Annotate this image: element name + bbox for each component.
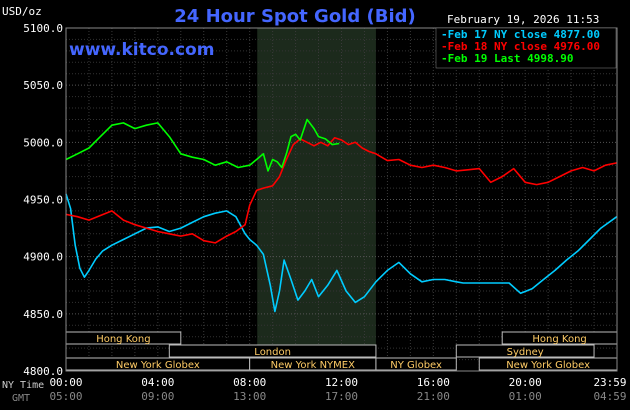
x-tick-label-ny: 23:59 xyxy=(593,376,626,389)
x-tick-label-ny: 12:00 xyxy=(325,376,358,389)
x-tick-label-ny: 20:00 xyxy=(509,376,542,389)
x-tick-label-gmt: 05:00 xyxy=(49,390,82,403)
session-label: New York Globex xyxy=(506,360,590,371)
series-line-feb-19 xyxy=(65,118,340,172)
y-tick-label: 4800.0 xyxy=(23,365,63,378)
series-line-feb-18 xyxy=(65,137,617,244)
y-tick-label: 5050.0 xyxy=(23,79,63,92)
legend-entry: -Feb 19 Last 4998.90 xyxy=(441,52,573,65)
x-tick-label-ny: 08:00 xyxy=(233,376,266,389)
x-tick-label-ny: 00:00 xyxy=(49,376,82,389)
source-watermark: www.kitco.com xyxy=(69,40,214,60)
chart-timestamp: February 19, 2026 11:53 xyxy=(447,13,599,26)
x-tick-label-ny: 16:00 xyxy=(417,376,450,389)
session-bar xyxy=(168,344,377,358)
x-row-label-ny: NY Time xyxy=(2,380,44,391)
session-label: Hong Kong xyxy=(96,334,150,345)
session-label: London xyxy=(254,347,291,358)
legend-entry: -Feb 18 NY close 4976.00 xyxy=(441,40,600,53)
nymex-session-shade xyxy=(257,28,376,371)
y-axis-label: USD/oz xyxy=(2,5,42,18)
plot-border xyxy=(65,27,618,372)
session-label: Sydney xyxy=(507,347,544,358)
y-axis-ticks: 5100.0 5050.0 5000.0 4950.0 4900.0 4850.0 4800… xyxy=(23,22,63,378)
y-tick-label: 4950.0 xyxy=(23,194,63,207)
session-label: New York Globex xyxy=(116,360,200,371)
x-tick-label-gmt: 21:00 xyxy=(417,390,450,403)
session-bar xyxy=(375,357,457,371)
series-line-feb-17 xyxy=(65,193,618,313)
x-row-label-gmt: GMT xyxy=(12,393,30,404)
session-bar xyxy=(455,344,595,358)
y-tick-label: 5000.0 xyxy=(23,136,63,149)
legend-box xyxy=(435,27,617,69)
session-label: NY Globex xyxy=(390,360,442,371)
legend-entry: -Feb 17 NY close 4877.00 xyxy=(441,28,600,41)
y-tick-label: 5100.0 xyxy=(23,22,63,35)
x-tick-label-ny: 04:00 xyxy=(141,376,174,389)
session-label: New York NYMEX xyxy=(271,360,356,371)
x-tick-label-gmt: 04:59 xyxy=(593,390,626,403)
chart-title: 24 Hour Spot Gold (Bid) xyxy=(174,6,415,27)
x-tick-label-gmt: 17:00 xyxy=(325,390,358,403)
x-tick-label-gmt: 13:00 xyxy=(233,390,266,403)
y-tick-label: 4900.0 xyxy=(23,251,63,264)
price-series xyxy=(65,118,618,313)
legend: -Feb 17 NY close 4877.00-Feb 18 NY close… xyxy=(441,28,600,65)
y-tick-label: 4850.0 xyxy=(23,308,63,321)
x-tick-label-gmt: 01:00 xyxy=(509,390,542,403)
x-tick-label-gmt: 09:00 xyxy=(141,390,174,403)
session-label: Hong Kong xyxy=(532,334,586,345)
